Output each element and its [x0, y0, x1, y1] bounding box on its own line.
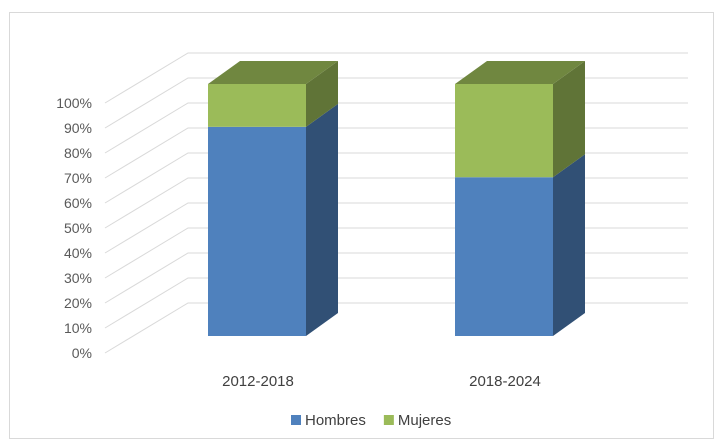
legend-item-hombres: Hombres [291, 412, 366, 429]
bar-top-face [208, 61, 338, 84]
y-tick-label: 50% [64, 220, 92, 236]
y-tick-label: 40% [64, 245, 92, 261]
y-tick-label: 60% [64, 195, 92, 211]
bar-2012-2018-mujeres [208, 61, 338, 127]
legend-swatch [383, 415, 394, 425]
gridline-0% [104, 302, 688, 354]
chart-frame [9, 12, 714, 439]
y-tick-label: 20% [64, 295, 92, 311]
x-axis-categories: 2012-2018 2018-2024 [222, 373, 541, 390]
bar-front-face [455, 177, 553, 336]
y-tick-label: 100% [56, 95, 92, 111]
y-axis-ticks: 0% 10% 20% 30% 40% 50% 60% 70% 80% 90% 100% [56, 95, 92, 361]
bar-2018-2024-hombres [455, 154, 585, 336]
legend-item-mujeres: Mujeres [383, 412, 451, 429]
y-tick-label: 80% [64, 145, 92, 161]
y-tick-label: 30% [64, 270, 92, 286]
bar-side-face [306, 103, 338, 336]
bar-2018-2024-mujeres [455, 61, 585, 178]
bar-front-face [208, 126, 306, 336]
bar-2012-2018-hombres [208, 103, 338, 336]
x-category-label: 2012-2018 [222, 373, 294, 390]
y-tick-label: 10% [64, 320, 92, 336]
bar-side-face [553, 61, 585, 178]
bar-front-face [208, 84, 306, 127]
bar-top-face [455, 61, 585, 84]
bars [208, 61, 585, 336]
bar-side-face [306, 61, 338, 127]
bar-front-face [455, 84, 553, 178]
legend-label: Hombres [305, 412, 366, 429]
legend: Hombres Mujeres [291, 412, 451, 429]
bar-side-face [553, 154, 585, 336]
y-tick-label: 90% [64, 120, 92, 136]
x-category-label: 2018-2024 [469, 373, 541, 390]
legend-label: Mujeres [398, 412, 451, 429]
y-tick-label: 70% [64, 170, 92, 186]
gridlines [104, 52, 688, 354]
gridline-100% [104, 52, 688, 104]
legend-swatch [291, 415, 301, 425]
y-tick-label: 0% [72, 345, 92, 361]
